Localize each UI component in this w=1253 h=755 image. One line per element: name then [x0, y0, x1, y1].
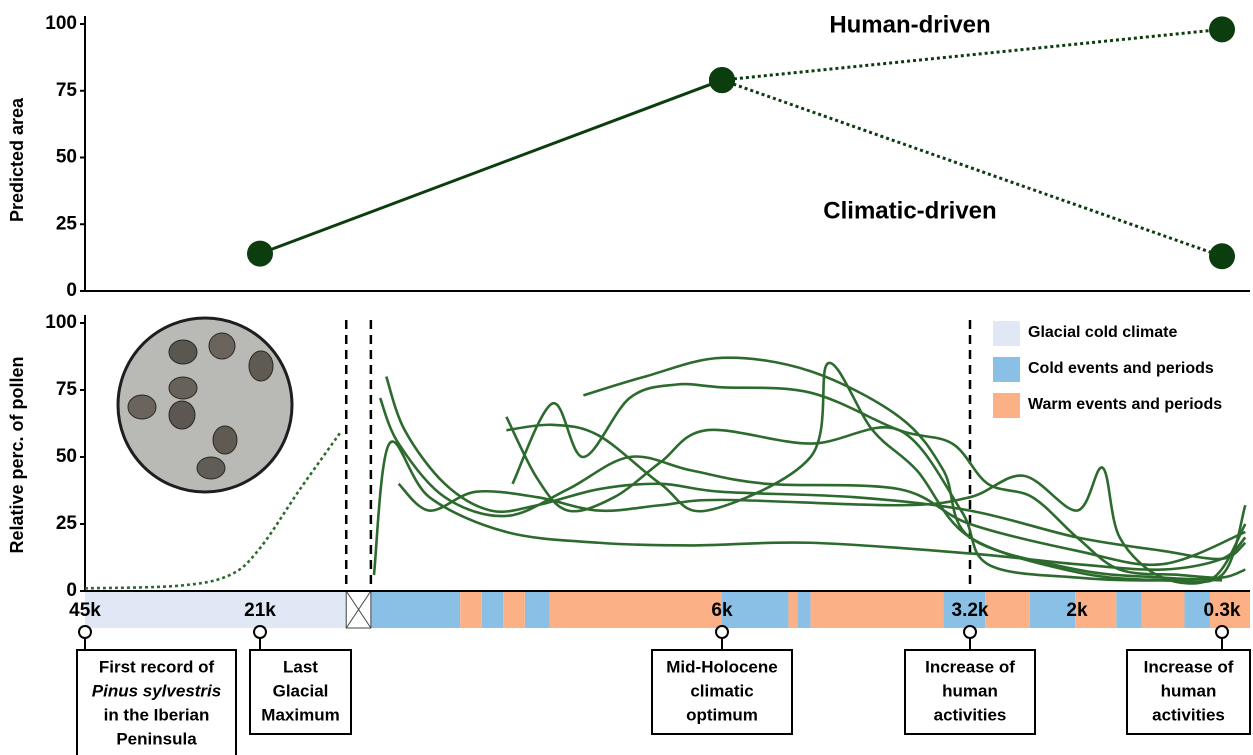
- event-text: Pinus sylvestris: [92, 681, 221, 700]
- point: [1209, 16, 1235, 42]
- series-label: Climatic-driven: [823, 197, 996, 224]
- event-text: First record of: [99, 657, 215, 676]
- legend-swatch: [993, 357, 1020, 382]
- event-marker: [1216, 626, 1228, 638]
- y-tick-label: 100: [45, 312, 77, 333]
- legend-label: Glacial cold climate: [1028, 324, 1178, 341]
- legend-label: Cold events and periods: [1028, 360, 1214, 377]
- period-band: [525, 591, 550, 628]
- event-text: optimum: [686, 705, 758, 724]
- y-axis-label: Predicted area: [7, 97, 27, 222]
- event-text: Last: [283, 657, 318, 676]
- y-tick-label: 25: [56, 513, 78, 534]
- event-text: human: [1161, 681, 1217, 700]
- event-text: Maximum: [261, 705, 339, 724]
- event-marker: [79, 626, 91, 638]
- period-band: [460, 591, 482, 628]
- x-tick-label: 0.3k: [1204, 600, 1241, 621]
- y-tick-label: 0: [66, 580, 77, 601]
- period-band: [1142, 591, 1185, 628]
- period-band: [811, 591, 944, 628]
- point: [247, 241, 273, 267]
- y-tick-label: 75: [56, 80, 78, 101]
- series-line: [260, 80, 722, 254]
- event-marker: [716, 626, 728, 638]
- series-line: [374, 442, 1245, 575]
- event-text: in the Iberian: [104, 705, 210, 724]
- y-tick-label: 50: [56, 446, 77, 467]
- x-tick-label: 3.2k: [952, 600, 989, 621]
- event-text: activities: [934, 705, 1007, 724]
- series-label: Human-driven: [829, 11, 990, 38]
- legend-swatch: [993, 393, 1020, 418]
- event-marker: [964, 626, 976, 638]
- x-tick-label: 6k: [711, 600, 733, 621]
- y-axis-label: Relative perc. of pollen: [7, 356, 27, 553]
- legend-label: Warm events and periods: [1028, 396, 1222, 413]
- series-line: [722, 80, 1222, 256]
- period-band: [985, 591, 1030, 628]
- figure: 0 25 50 75 100 Predicted area Human-driven Clim…: [0, 0, 1253, 755]
- x-tick-label: 21k: [244, 600, 276, 621]
- y-tick-label: 75: [56, 379, 78, 400]
- event-text: Increase of: [1144, 657, 1234, 676]
- period-band: [788, 591, 797, 628]
- y-tick-label: 0: [66, 280, 77, 301]
- period-band: [1116, 591, 1142, 628]
- y-tick-label: 100: [45, 13, 77, 34]
- period-band: [797, 591, 810, 628]
- pollen-photo: [118, 318, 292, 492]
- event-text: Glacial: [273, 681, 329, 700]
- event-text: activities: [1152, 705, 1225, 724]
- event-text: Peninsula: [116, 729, 197, 748]
- y-tick-label: 50: [56, 147, 77, 168]
- event-text: Increase of: [925, 657, 1015, 676]
- y-tick-label: 25: [56, 213, 78, 234]
- legend-swatch: [993, 321, 1020, 346]
- event-text: climatic: [690, 681, 753, 700]
- point: [709, 67, 735, 93]
- period-band: [482, 591, 504, 628]
- point: [1209, 243, 1235, 269]
- event-text: human: [942, 681, 998, 700]
- period-band: [85, 591, 346, 628]
- event-marker: [254, 626, 266, 638]
- period-band: [550, 591, 722, 628]
- event-text: Mid-Holocene: [666, 657, 777, 676]
- x-tick-label: 2k: [1066, 600, 1088, 621]
- period-band: [371, 591, 460, 628]
- x-tick-label: 45k: [69, 600, 101, 621]
- period-band: [503, 591, 525, 628]
